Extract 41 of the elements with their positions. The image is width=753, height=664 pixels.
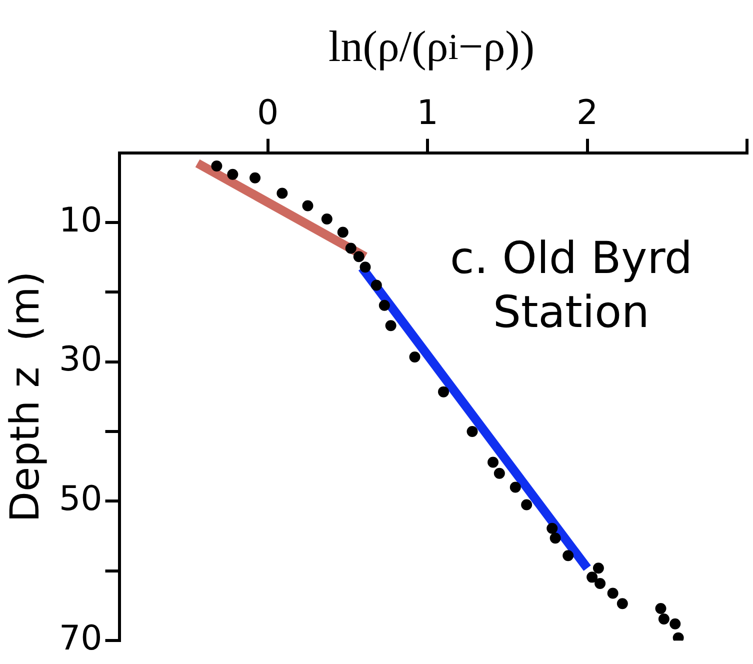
point — [353, 251, 364, 262]
point — [227, 168, 238, 180]
point — [521, 499, 532, 510]
point — [488, 456, 499, 468]
point — [592, 562, 604, 574]
point — [616, 598, 628, 610]
y-tick-label: 70 — [59, 618, 102, 658]
point — [337, 226, 348, 238]
point — [655, 603, 666, 614]
point — [360, 262, 371, 273]
point — [562, 550, 574, 562]
y-axis-title: Depth z (m) — [2, 271, 48, 522]
point — [385, 320, 396, 332]
point — [409, 351, 420, 362]
point — [370, 280, 382, 291]
point — [494, 468, 505, 479]
y-tick-label: 10 — [59, 200, 102, 240]
point — [302, 200, 314, 212]
x-tick-label: 1 — [416, 93, 438, 134]
annotation: c. Old Byrd Station — [450, 232, 692, 338]
point — [211, 160, 222, 172]
point — [546, 522, 558, 534]
point — [550, 532, 561, 544]
point — [658, 613, 670, 624]
point — [276, 188, 288, 199]
x-tick-label: 0 — [256, 93, 279, 134]
point — [510, 482, 521, 493]
y-tick-label: 50 — [59, 479, 102, 520]
y-tick-label: 30 — [59, 340, 102, 380]
point — [607, 588, 618, 599]
point — [672, 632, 684, 641]
point — [594, 578, 606, 589]
point — [586, 572, 598, 583]
point — [670, 618, 681, 630]
point — [250, 172, 261, 184]
point — [345, 242, 356, 254]
point — [438, 386, 450, 398]
point — [321, 214, 332, 224]
point — [466, 426, 478, 438]
point — [378, 300, 390, 311]
x-tick-label: 2 — [576, 93, 598, 134]
